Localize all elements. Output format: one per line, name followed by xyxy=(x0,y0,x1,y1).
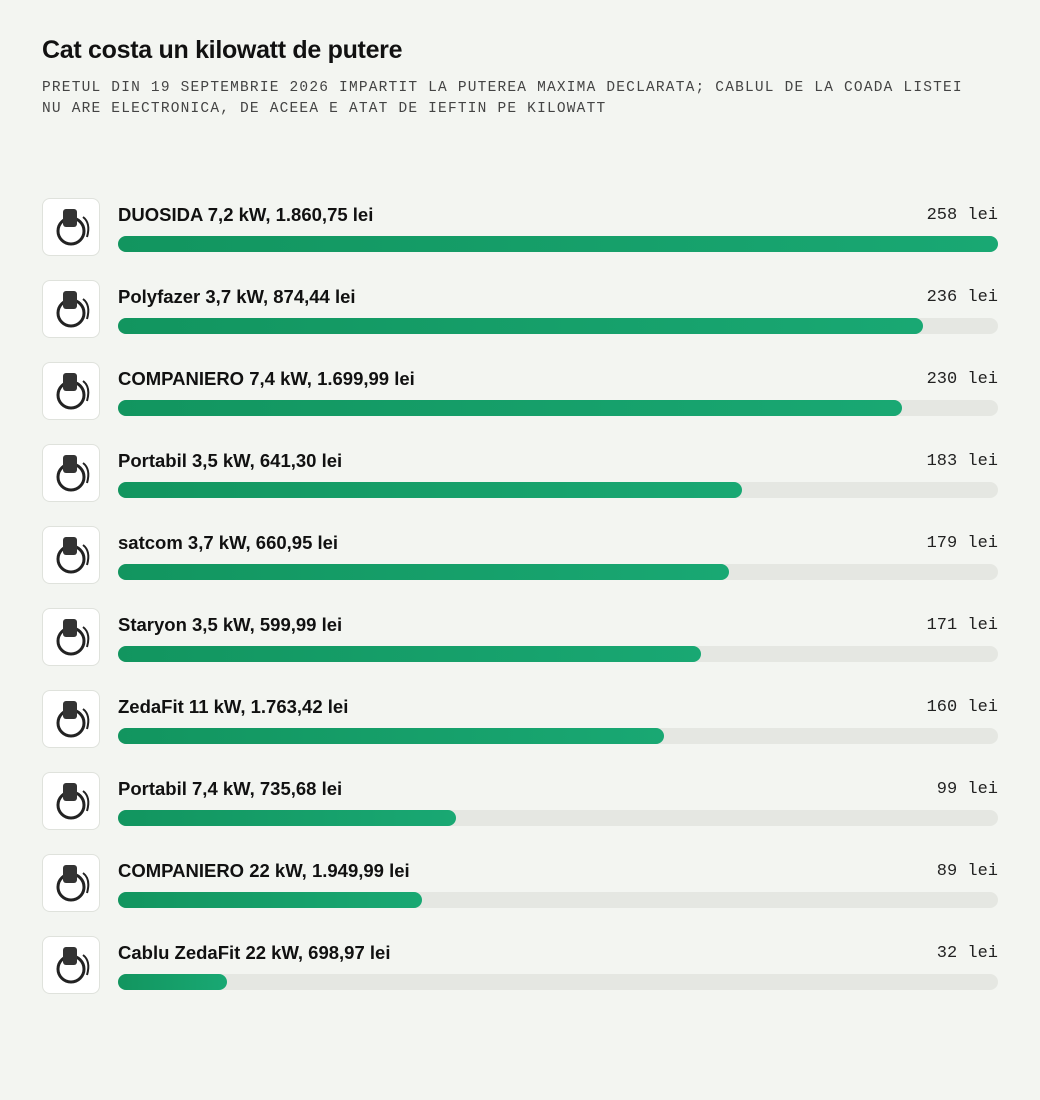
value-label: 89 lei xyxy=(936,862,998,881)
bar-label: ZedaFit 11 kW, 1.763,42 lei xyxy=(118,696,349,717)
bar xyxy=(118,236,998,252)
bar-label: Cablu ZedaFit 22 kW, 698,97 lei xyxy=(118,942,391,963)
product-thumbnail xyxy=(42,362,100,420)
product-icon xyxy=(56,209,90,246)
product-thumbnail xyxy=(42,444,100,502)
bar xyxy=(118,400,903,416)
value-label: 171 lei xyxy=(926,616,998,635)
bar-track xyxy=(118,810,998,826)
bar-label: satcom 3,7 kW, 660,95 lei xyxy=(118,532,339,553)
product-icon xyxy=(56,947,90,984)
bar-track xyxy=(118,564,998,580)
value-label: 179 lei xyxy=(926,534,998,553)
bar xyxy=(118,646,702,662)
bar-label: Portabil 3,5 kW, 641,30 lei xyxy=(118,450,343,471)
product-icon xyxy=(56,865,90,902)
product-thumbnail xyxy=(42,690,100,748)
product-thumbnail xyxy=(42,198,100,256)
bar-track xyxy=(118,236,998,252)
bar-track xyxy=(118,728,998,744)
value-label: 236 lei xyxy=(926,288,998,307)
bar xyxy=(118,892,422,908)
bar xyxy=(118,728,664,744)
product-thumbnail xyxy=(42,772,100,830)
bar-label: COMPANIERO 7,4 kW, 1.699,99 lei xyxy=(118,368,415,389)
value-label: 183 lei xyxy=(926,452,998,471)
product-icon xyxy=(56,455,90,492)
bar xyxy=(118,318,923,334)
value-label: 258 lei xyxy=(926,206,998,225)
value-label: 230 lei xyxy=(926,370,998,389)
product-icon xyxy=(56,373,90,410)
bar xyxy=(118,810,456,826)
product-thumbnail xyxy=(42,280,100,338)
product-thumbnail xyxy=(42,608,100,666)
value-label: 99 lei xyxy=(936,780,998,799)
chart-subtitle: PRETUL DIN 19 SEPTEMBRIE 2026 IMPARTIT L… xyxy=(42,80,963,117)
bar-label: COMPANIERO 22 kW, 1.949,99 lei xyxy=(118,860,410,881)
value-label: 160 lei xyxy=(926,698,998,717)
product-icon xyxy=(56,783,90,820)
bar xyxy=(118,564,729,580)
product-thumbnail xyxy=(42,854,100,912)
bar-track xyxy=(118,318,998,334)
chart-title: Cat costa un kilowatt de putere xyxy=(42,36,403,64)
product-icon xyxy=(56,537,90,574)
bar-label: Polyfazer 3,7 kW, 874,44 lei xyxy=(118,286,356,307)
bar-track xyxy=(118,974,998,990)
bar-track xyxy=(118,892,998,908)
bar-label: DUOSIDA 7,2 kW, 1.860,75 lei xyxy=(118,204,374,225)
product-thumbnail xyxy=(42,936,100,994)
product-icon xyxy=(56,701,90,738)
bar xyxy=(118,482,743,498)
bar-label: Staryon 3,5 kW, 599,99 lei xyxy=(118,614,343,635)
product-thumbnail xyxy=(42,526,100,584)
bar-track xyxy=(118,482,998,498)
bar xyxy=(118,974,228,990)
bar-label: Portabil 7,4 kW, 735,68 lei xyxy=(118,778,343,799)
bar-track xyxy=(118,400,998,416)
bar-track xyxy=(118,646,998,662)
product-icon xyxy=(56,619,90,656)
product-icon xyxy=(56,291,90,328)
value-label: 32 lei xyxy=(936,944,998,963)
